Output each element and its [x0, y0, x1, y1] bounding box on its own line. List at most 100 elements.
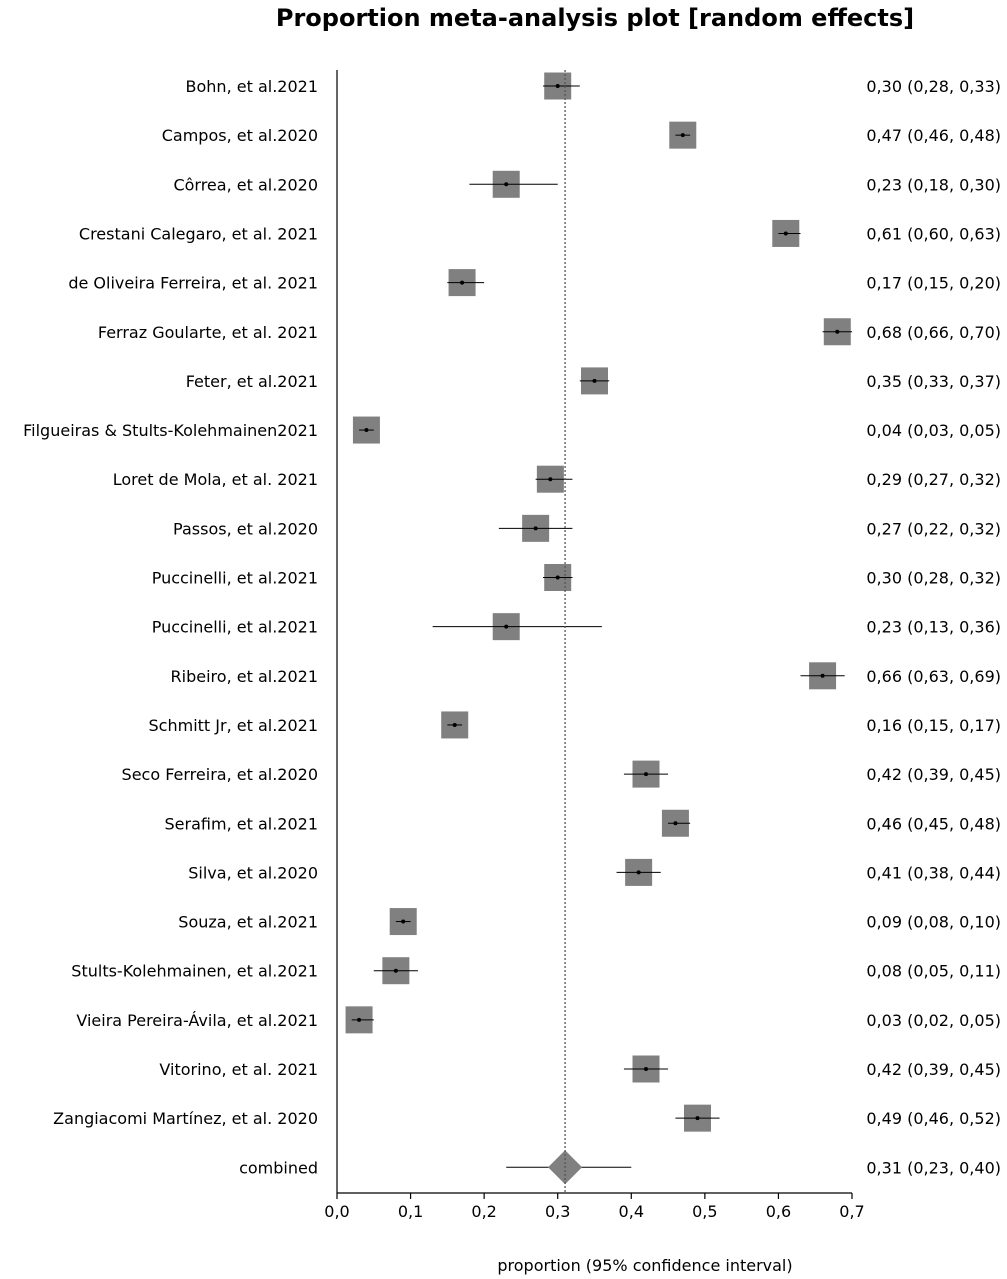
x-axis-label: proportion (95% confidence interval) [497, 1256, 793, 1275]
study-rows: Bohn, et al.2021 0,30 (0,28, 0,33) Campos,… [23, 72, 1001, 1185]
study-row: Serafim, et al.2021 0,46 (0,45, 0,48) [165, 809, 1001, 837]
estimate-point [644, 1067, 648, 1071]
ci-value: 0,27 (0,22, 0,32) [866, 519, 1001, 538]
x-tick-label: 0,1 [398, 1202, 423, 1221]
study-label: Schmitt Jr, et al.2021 [149, 716, 318, 735]
study-label: Vitorino, et al. 2021 [159, 1060, 318, 1079]
study-label: Serafim, et al.2021 [165, 814, 318, 833]
chart-title: Proportion meta-analysis plot [random ef… [275, 4, 915, 32]
study-row: Vitorino, et al. 2021 0,42 (0,39, 0,45) [159, 1055, 1001, 1083]
x-axis: 0,0 0,1 0,2 0,3 0,4 0,5 0,6 0,7 [324, 70, 865, 1221]
estimate-point [401, 919, 406, 924]
study-row: Ribeiro, et al.2021 0,66 (0,63, 0,69) [171, 662, 1001, 690]
estimate-point [555, 84, 560, 88]
ci-value: 0,66 (0,63, 0,69) [866, 667, 1001, 686]
study-row: Passos, et al.2020 0,27 (0,22, 0,32) [173, 514, 1001, 542]
combined-ci-value: 0,31 (0,23, 0,40) [866, 1158, 1001, 1177]
estimate-point [644, 772, 648, 777]
estimate-point [460, 280, 465, 285]
estimate-point [357, 1017, 362, 1022]
ci-value: 0,04 (0,03, 0,05) [866, 421, 1001, 440]
estimate-point [504, 624, 509, 629]
study-row: Schmitt Jr, et al.2021 0,16 (0,15, 0,17) [149, 711, 1001, 739]
ci-value: 0,30 (0,28, 0,32) [866, 569, 1001, 588]
ci-value: 0,29 (0,27, 0,32) [866, 470, 1001, 489]
study-label: Ferraz Goularte, et al. 2021 [98, 323, 318, 342]
ci-value: 0,47 (0,46, 0,48) [866, 126, 1001, 145]
study-label: Puccinelli, et al.2021 [152, 618, 318, 637]
estimate-point [555, 575, 560, 580]
ci-value: 0,49 (0,46, 0,52) [866, 1109, 1001, 1128]
study-label: Vieira Pereira-Ávila, et al.2021 [76, 1011, 318, 1030]
x-tick-label: 0,0 [324, 1202, 349, 1221]
estimate-point [680, 133, 685, 138]
x-tick-label: 0,2 [471, 1202, 496, 1221]
estimate-point [673, 821, 678, 826]
study-row: Puccinelli, et al.2021 0,30 (0,28, 0,32) [152, 564, 1001, 591]
study-label: Campos, et al.2020 [162, 126, 318, 145]
estimate-point [364, 428, 369, 433]
ci-value: 0,16 (0,15, 0,17) [866, 716, 1001, 735]
study-label: Filgueiras & Stults-Kolehmainen2021 [23, 421, 318, 440]
estimate-point [548, 477, 553, 482]
study-label: Ribeiro, et al.2021 [171, 667, 318, 686]
study-row: Campos, et al.2020 0,47 (0,46, 0,48) [162, 121, 1001, 149]
study-label: Passos, et al.2020 [173, 519, 318, 538]
study-row: Silva, et al.2020 0,41 (0,38, 0,44) [188, 858, 1001, 886]
estimate-point [533, 526, 538, 531]
study-label: de Oliveira Ferreira, et al. 2021 [68, 274, 318, 293]
ci-value: 0,23 (0,18, 0,30) [866, 175, 1001, 194]
estimate-point [592, 378, 597, 383]
study-row: Loret de Mola, et al. 2021 0,29 (0,27, 0,… [113, 465, 1001, 493]
study-row: Souza, et al.2021 0,09 (0,08, 0,10) [178, 908, 1001, 936]
study-row: Vieira Pereira-Ávila, et al.2021 0,03 (0,… [76, 1006, 1001, 1034]
estimate-point [393, 968, 398, 973]
ci-value: 0,41 (0,38, 0,44) [866, 863, 1001, 882]
ci-value: 0,03 (0,02, 0,05) [866, 1011, 1001, 1030]
x-tick-label: 0,3 [545, 1202, 570, 1221]
estimate-point [783, 231, 788, 236]
study-row: Seco Ferreira, et al.2020 0,42 (0,39, 0,4… [122, 760, 1001, 788]
study-row: Filgueiras & Stults-Kolehmainen2021 0,04 … [23, 416, 1001, 444]
study-row: Feter, et al.2021 0,35 (0,33, 0,37) [186, 367, 1001, 395]
ci-value: 0,23 (0,13, 0,36) [866, 618, 1001, 637]
study-label: Loret de Mola, et al. 2021 [113, 470, 318, 489]
estimate-point [504, 182, 509, 187]
ci-value: 0,42 (0,39, 0,45) [866, 1060, 1001, 1079]
study-row: Ferraz Goularte, et al. 2021 0,68 (0,66, … [98, 318, 1001, 346]
study-label: Crestani Calegaro, et al. 2021 [79, 224, 318, 243]
x-tick-label: 0,6 [766, 1202, 791, 1221]
study-row: de Oliveira Ferreira, et al. 2021 0,17 (0… [68, 269, 1001, 297]
ci-value: 0,42 (0,39, 0,45) [866, 765, 1001, 784]
study-row: Bohn, et al.2021 0,30 (0,28, 0,33) [186, 72, 1001, 100]
estimate-point [636, 870, 641, 875]
study-row: Côrrea, et al.2020 0,23 (0,18, 0,30) [173, 170, 1001, 198]
study-label: Zangiacomi Martínez, et al. 2020 [53, 1109, 318, 1128]
combined-row: combined 0,31 (0,23, 0,40) [239, 1150, 1001, 1185]
x-tick-label: 0,4 [619, 1202, 644, 1221]
ci-value: 0,30 (0,28, 0,33) [866, 77, 1001, 96]
estimate-point [835, 329, 840, 334]
ci-value: 0,61 (0,60, 0,63) [866, 224, 1001, 243]
x-tick-label: 0,7 [839, 1202, 864, 1221]
study-label: Seco Ferreira, et al.2020 [122, 765, 318, 784]
combined-label: combined [239, 1158, 318, 1177]
study-label: Bohn, et al.2021 [186, 77, 318, 96]
ci-value: 0,35 (0,33, 0,37) [866, 372, 1001, 391]
ci-value: 0,17 (0,15, 0,20) [866, 274, 1001, 293]
study-label: Feter, et al.2021 [186, 372, 318, 391]
estimate-point [695, 1116, 700, 1121]
study-label: Stults-Kolehmainen, et al.2021 [71, 962, 318, 981]
study-row: Puccinelli, et al.2021 0,23 (0,13, 0,36) [152, 613, 1001, 641]
study-label: Souza, et al.2021 [178, 913, 318, 932]
ci-value: 0,08 (0,05, 0,11) [866, 962, 1001, 981]
estimate-point [820, 673, 825, 678]
estimate-point [452, 722, 457, 727]
x-tick-label: 0,5 [692, 1202, 717, 1221]
study-row: Zangiacomi Martínez, et al. 2020 0,49 (0,… [53, 1104, 1001, 1132]
study-row: Crestani Calegaro, et al. 2021 0,61 (0,60… [79, 219, 1001, 247]
ci-value: 0,09 (0,08, 0,10) [866, 913, 1001, 932]
study-row: Stults-Kolehmainen, et al.2021 0,08 (0,05… [71, 957, 1001, 985]
study-label: Silva, et al.2020 [188, 863, 318, 882]
